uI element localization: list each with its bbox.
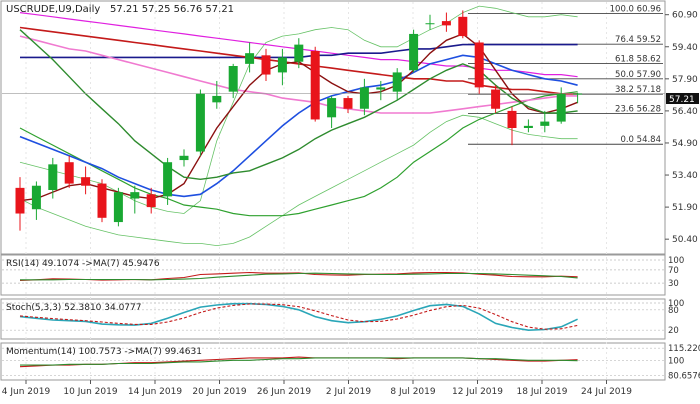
candle-body-up — [392, 72, 402, 92]
candle-body-down — [64, 162, 74, 184]
candle-body-up — [179, 155, 189, 161]
candle-body-up — [294, 44, 304, 62]
candle-body-up — [556, 93, 566, 122]
overlay-line-ma-pink — [19, 35, 578, 114]
date-tick-label: 18 Jul 2019 — [517, 387, 568, 397]
candle-body-down — [458, 16, 468, 37]
series-line — [19, 302, 578, 332]
price-tick-label: 54.90 — [672, 139, 698, 149]
overlay-line-middle-band — [19, 91, 578, 217]
momentum-label: Momentum(14) 100.7573 ->MA(7) 99.4631 — [6, 347, 202, 357]
axis-tick-label: 100 — [668, 256, 684, 266]
fib-level-label: 38.2 57.18 — [615, 85, 661, 95]
candle-body-down — [81, 177, 91, 186]
candle-body-down — [310, 51, 320, 120]
price-tick-label: 51.90 — [672, 203, 698, 213]
candle-body-up — [228, 66, 238, 92]
candle-body-up — [409, 33, 419, 71]
axis-tick-label: 70 — [668, 266, 679, 276]
axis-tick-label: 100 — [668, 299, 684, 309]
rsi-label: RSI(14) 49.1074 ->MA(7) 45.9476 — [6, 259, 160, 269]
candle-body-up — [376, 87, 386, 90]
candle-body-up — [523, 125, 533, 128]
overlay-line-lower-band — [19, 114, 578, 247]
stoch-label: Stoch(5,3,3) 52.3810 34.0777 — [6, 303, 141, 313]
candle-body-up — [359, 87, 369, 109]
candle-body-down — [15, 187, 25, 214]
candle-body-down — [474, 42, 484, 88]
price-label-tag-text: 57.21 — [669, 95, 695, 105]
price-label-tag: 57.21 — [666, 93, 699, 105]
candle-body-up — [48, 164, 58, 190]
candle-body-up — [573, 93, 583, 95]
momentum-panel: 80.6576 100 115.2206 — [2, 344, 700, 382]
overlay-line-sma-slow-green — [19, 29, 578, 181]
candle-body-down — [507, 110, 517, 128]
candle-body-up — [212, 95, 222, 103]
rsi-panel-frame — [0, 254, 666, 296]
axis-tick-label: 30 — [668, 279, 679, 289]
candle-body-up — [113, 192, 123, 223]
axis-tick-label: 100 — [668, 356, 684, 366]
fib-level-label: 100.0 60.96 — [610, 4, 661, 14]
main-panel-frame — [0, 0, 666, 255]
date-tick-label: 24 Jul 2019 — [581, 387, 632, 397]
candle-body-up — [130, 192, 140, 199]
price-tick-label: 57.90 — [672, 75, 698, 85]
candle-body-up — [195, 93, 205, 152]
momentum-panel-frame — [0, 342, 666, 381]
date-axis: 4 Jun 2019 10 Jun 2019 14 Jun 2019 20 Jun 2… — [2, 380, 632, 397]
series-line — [19, 303, 578, 330]
stoch-panel-frame — [0, 298, 666, 340]
ohlc-header: 57.21 57.25 56.76 57.21 — [110, 4, 234, 15]
date-tick-label: 10 Jun 2019 — [63, 387, 117, 397]
symbol-header: USCRUDE,U9,Daily — [6, 4, 100, 15]
overlay-line-ema-blue — [19, 54, 578, 198]
date-tick-label: 2 Jul 2019 — [326, 387, 371, 397]
candle-body-up — [327, 98, 337, 118]
candle-body-down — [261, 55, 271, 75]
fib-level-label: 50.0 57.90 — [615, 70, 661, 80]
fib-level-label: 61.8 58.62 — [615, 54, 661, 64]
candle-body-up — [425, 23, 435, 25]
fib-level-label: 23.6 56.28 — [615, 104, 661, 114]
axis-tick-label: 115.2206 — [668, 344, 700, 354]
price-tick-label: 59.40 — [672, 43, 698, 53]
price-tick-label: 56.40 — [672, 107, 698, 117]
date-tick-label: 26 Jun 2019 — [257, 387, 311, 397]
axis-tick-label: 20 — [668, 326, 679, 336]
date-tick-label: 8 Jul 2019 — [390, 387, 435, 397]
price-tick-label: 60.90 — [672, 11, 698, 21]
price-axis: 50.40 51.90 53.40 54.90 56.40 57.90 59.40 60.90 — [665, 11, 698, 245]
candle-body-down — [146, 194, 156, 208]
series-line — [20, 272, 578, 281]
date-tick-label: 14 Jun 2019 — [128, 387, 182, 397]
candle-body-up — [163, 162, 173, 197]
candle-body-up — [277, 57, 287, 73]
candle-body-down — [97, 183, 107, 218]
date-tick-label: 4 Jun 2019 — [2, 387, 51, 397]
candle-body-up — [540, 121, 550, 126]
price-tick-label: 50.40 — [672, 235, 698, 245]
candle-body-up — [245, 53, 255, 64]
fib-level-label: 0.0 54.84 — [620, 135, 661, 145]
axis-tick-label: 80 — [668, 306, 679, 316]
candle-body-down — [441, 21, 451, 26]
axis-tick-label: 80.6576 — [668, 372, 700, 382]
price-label-tag-bg — [666, 93, 699, 104]
series-line — [20, 357, 578, 366]
overlay-line-upper-band — [19, 5, 578, 214]
candle-body-down — [491, 89, 501, 109]
date-tick-label: 12 Jul 2019 — [452, 387, 503, 397]
date-tick-label: 20 Jun 2019 — [192, 387, 246, 397]
price-tick-label: 53.40 — [672, 171, 698, 181]
fib-level-label: 76.4 59.52 — [615, 35, 661, 45]
candles — [15, 10, 583, 231]
candle-body-up — [31, 185, 41, 210]
candle-body-down — [343, 98, 353, 109]
